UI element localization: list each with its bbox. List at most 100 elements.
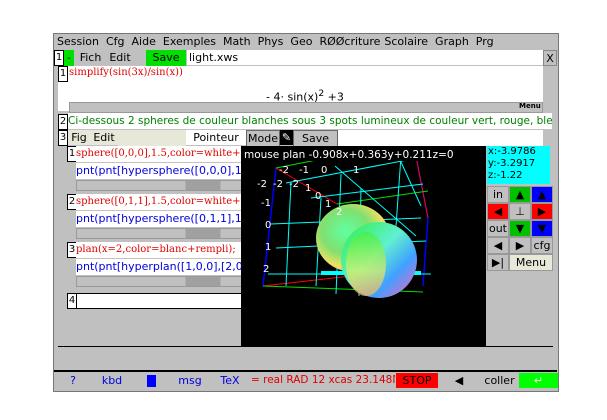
line-3-output: pnt(pnt[hyperplan([1,0,0],[2,0,0]), [76, 259, 245, 275]
tick-label: -2 [279, 165, 289, 176]
3d-graph[interactable]: mouse plan -0.908x+0.363y+0.211z=0 -2 -1… [241, 146, 486, 346]
comment-entry[interactable]: Ci-dessous 2 spheres de couleur blanches… [68, 113, 552, 129]
axis-labels: -2 -1 0 1 -2 -2 -2 1 0 1 2 -1 0 1 2 [257, 165, 359, 275]
tick-label: -2 [273, 179, 283, 190]
entry-1-input[interactable]: simplify(sin(3x)/sin(x)) [69, 67, 183, 78]
fig-menu[interactable]: Fig [68, 130, 90, 145]
coord-z: z:-1.22 [488, 170, 523, 181]
line-3-scrollbar[interactable] [76, 276, 245, 287]
sphere-2-shade [346, 232, 386, 296]
tick-label: -1 [261, 198, 271, 209]
line-2-output: pnt(pnt[hypersphere([0,1,1],1.5), [76, 211, 245, 227]
down-arrow-blue-icon[interactable]: ▼ [531, 220, 553, 237]
menu-math[interactable]: Math [223, 35, 251, 48]
close-button[interactable]: X [543, 50, 557, 66]
figure-commands: 1 sphere([0,0,0],1.5,color=white+rempli … [67, 146, 245, 346]
kbd-button[interactable]: kbd [101, 374, 123, 387]
coord-y: y:-3.2917 [488, 158, 536, 169]
up-arrow-blue-icon[interactable]: ▲ [531, 186, 553, 203]
left-arrow-icon[interactable]: ◀ [454, 374, 464, 387]
tick-label: 2 [336, 207, 342, 218]
fig-edit-menu[interactable]: Edit [90, 130, 118, 145]
divider [58, 346, 553, 347]
coller-button[interactable]: coller [484, 374, 515, 387]
output-exponent: 2 [318, 88, 325, 99]
menu-geo[interactable]: Geo [290, 35, 313, 48]
tick-label: 1 [265, 242, 271, 253]
back-arrow-icon[interactable]: ◀ [487, 237, 509, 254]
line-2-scrollbar[interactable] [76, 228, 245, 239]
entry-1-output: - 4· sin(x)2 +3 [266, 88, 344, 104]
pencil-icon[interactable]: ✎ [280, 130, 293, 145]
tick-label: -2 [257, 179, 267, 190]
enter-button[interactable]: ↵ [519, 373, 558, 388]
line-3-input[interactable]: plan(x=2,color=blanc+rempli); [76, 242, 245, 258]
tick-label: 1 [353, 165, 359, 176]
xcas-window: Session Cfg Aide Exemples Math Phys Geo RØØcrit… [53, 33, 559, 392]
down-arrow-icon[interactable]: ▼ [509, 220, 531, 237]
play-icon[interactable]: ▶| [487, 254, 509, 271]
mode-button[interactable]: Mode [246, 130, 280, 147]
menu-bar: Session Cfg Aide Exemples Math Phys Geo RØØcrit… [57, 35, 501, 48]
tick-label: 1 [325, 199, 331, 210]
menu-graph[interactable]: Graph [435, 35, 469, 48]
new-command-input[interactable] [76, 293, 245, 309]
edit-menu[interactable]: Edit [109, 51, 131, 64]
line-1-input[interactable]: sphere([0,0,0],1.5,color=white+rempli [76, 146, 245, 162]
entry-1-menu[interactable]: Menu [519, 102, 541, 110]
status-bar: ? kbd msg TeX = real RAD 12 xcas 23.148M… [54, 373, 558, 390]
menu-phys[interactable]: Phys [257, 35, 284, 48]
line-1-scrollbar[interactable] [76, 180, 245, 191]
tex-button[interactable]: TeX [220, 374, 240, 387]
menu-scolaire[interactable]: Scolaire [384, 35, 429, 48]
session-config[interactable]: = real RAD 12 xcas 23.148M [251, 374, 395, 386]
tick-label: -1 [299, 165, 309, 176]
entry-index: 1 [58, 66, 68, 82]
entry-1-scrollbar[interactable] [69, 102, 543, 113]
tick-label: -2 [289, 179, 299, 190]
coordinates-display: x:-3.9786 y:-3.2917 z:-1.22 [487, 146, 550, 184]
title-backdrop [241, 146, 486, 161]
pointeur-mode[interactable]: Pointeur [186, 130, 246, 145]
filename-field[interactable]: light.xws [187, 50, 543, 65]
save-button[interactable]: Save [146, 50, 186, 66]
menu-session[interactable]: Session [57, 35, 99, 48]
entry-index: 2 [58, 114, 68, 130]
minus-button[interactable]: - [64, 50, 74, 66]
graph-menu-button[interactable]: Menu [509, 254, 553, 271]
divider [54, 370, 557, 372]
menu-cfg[interactable]: Cfg [105, 35, 125, 48]
fig-save-button[interactable]: Save [293, 130, 338, 147]
help-button[interactable]: ? [70, 374, 76, 387]
menu-exemples[interactable]: Exemples [162, 35, 217, 48]
output-suffix: +3 [327, 90, 344, 104]
up-arrow-icon[interactable]: ▲ [509, 186, 531, 203]
tick-label: 2 [263, 264, 269, 275]
fig-toolbar-blank [338, 130, 543, 146]
fich-menu[interactable]: Fich [79, 51, 102, 64]
menu-prg[interactable]: Prg [475, 35, 494, 48]
cfg-button[interactable]: cfg [531, 237, 553, 254]
menu-aide[interactable]: Aide [131, 35, 156, 48]
left-arrow-icon[interactable]: ◀ [487, 203, 509, 220]
zoom-out-button[interactable]: out [487, 220, 509, 237]
tick-label: 0 [321, 165, 327, 176]
perpendicular-icon[interactable]: ⊥ [509, 203, 531, 220]
msg-button[interactable]: msg [178, 374, 202, 387]
session-index: 1 [54, 50, 64, 66]
line-2-input[interactable]: sphere([0,1,1],1.5,color=white+rempli [76, 194, 245, 210]
tick-label: 1 [305, 183, 311, 194]
line-1-output: pnt(pnt[hypersphere([0,0,0],1.5), [76, 163, 245, 179]
bandeau-icon[interactable] [132, 373, 170, 388]
forward-arrow-icon[interactable]: ▶ [509, 237, 531, 254]
tick-label: 0 [265, 220, 271, 231]
graph-title: mouse plan -0.908x+0.363y+0.211z=0 [244, 149, 454, 161]
coord-x: x:-3.9786 [488, 146, 536, 157]
tick-label: 0 [315, 191, 321, 202]
stop-button[interactable]: STOP [396, 373, 438, 388]
menu-ecriture[interactable]: RØØcriture [319, 35, 381, 48]
fig-toolbar-bg [118, 130, 186, 146]
output-text: - 4· sin(x) [266, 90, 319, 104]
zoom-in-button[interactable]: in [487, 186, 509, 203]
right-arrow-icon[interactable]: ▶ [531, 203, 553, 220]
